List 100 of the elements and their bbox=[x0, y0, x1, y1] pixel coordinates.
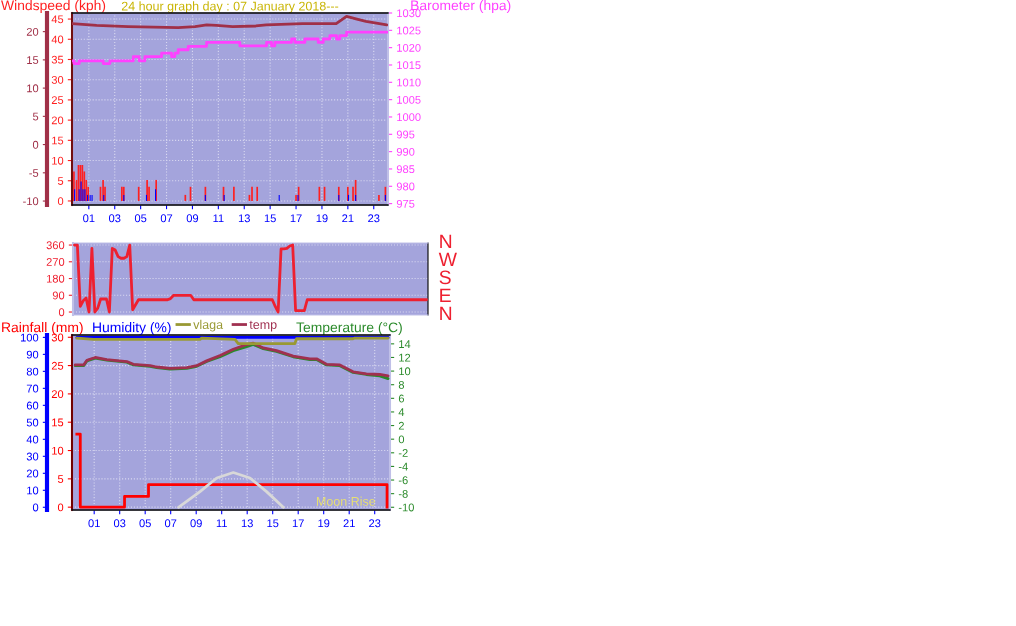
x-tick-label: 13 bbox=[241, 519, 253, 528]
x-tick-label: 01 bbox=[83, 214, 95, 223]
y3-tick-label: 100 bbox=[20, 333, 39, 342]
x-tick-label: 21 bbox=[342, 214, 354, 223]
y3-tick-label: 30 bbox=[26, 452, 39, 461]
y2-tick-label: -8 bbox=[398, 489, 408, 498]
y-tick-label: 5 bbox=[57, 475, 64, 483]
y2-tick-label: 980 bbox=[396, 182, 415, 191]
x-tick-label: 15 bbox=[267, 519, 279, 528]
y-tick-label: 15 bbox=[52, 136, 64, 145]
y3-tick-label: 20 bbox=[26, 27, 39, 36]
y-tick-label: 180 bbox=[46, 274, 65, 283]
y2-tick-label: 1005 bbox=[397, 95, 421, 104]
x-tick-label: 23 bbox=[369, 519, 381, 528]
y2-tick-label: 8 bbox=[398, 380, 405, 389]
y2-tick-label: -6 bbox=[398, 476, 408, 485]
y2-tick-label: 975 bbox=[396, 199, 415, 208]
y2-tick-label: 1030 bbox=[397, 9, 421, 18]
x-tick-label: 21 bbox=[343, 519, 355, 528]
y-axis-title: Windspeed (kph) bbox=[1, 0, 106, 13]
y2-tick-label: 1025 bbox=[397, 26, 421, 35]
y2-tick-label: 990 bbox=[396, 147, 415, 156]
x-tick-label: 05 bbox=[139, 519, 151, 528]
x-tick-label: 09 bbox=[190, 519, 202, 528]
x-tick-label: 19 bbox=[318, 519, 330, 528]
y2-tick-label: 6 bbox=[398, 394, 405, 403]
y2-tick-label: 1010 bbox=[397, 78, 421, 87]
line-series bbox=[177, 471, 285, 509]
x-tick-label: 19 bbox=[316, 214, 328, 223]
y-tick-label: 90 bbox=[52, 291, 65, 300]
y3-tick-label: 0 bbox=[32, 140, 39, 149]
y-tick-label: 30 bbox=[51, 333, 64, 342]
legend-label: vlaga bbox=[193, 319, 224, 332]
y-tick-label: 360 bbox=[46, 241, 65, 250]
x-tick-label: 03 bbox=[113, 519, 126, 528]
y3-tick-label: 80 bbox=[26, 367, 39, 376]
y3-tick-label: 20 bbox=[26, 469, 39, 478]
y2-tick-label: 1015 bbox=[397, 61, 421, 70]
annotation: Moon Rise bbox=[316, 496, 376, 506]
y-tick-label: 20 bbox=[51, 116, 64, 125]
text: N bbox=[440, 234, 452, 249]
y-tick-label: 15 bbox=[52, 418, 64, 427]
y2-tick-label: 10 bbox=[399, 367, 411, 376]
y-tick-label: 0 bbox=[58, 308, 65, 317]
x-tick-label: 17 bbox=[290, 214, 302, 223]
y2-tick-label: 4 bbox=[398, 408, 405, 416]
x-tick-label: 07 bbox=[164, 519, 177, 528]
y3-tick-label: 40 bbox=[26, 435, 39, 444]
x-tick-label: 15 bbox=[264, 214, 276, 223]
x-tick-label: 13 bbox=[238, 214, 250, 223]
x-tick-label: 11 bbox=[216, 519, 227, 528]
y3-tick-label: 90 bbox=[26, 350, 39, 359]
y2-tick-label: 12 bbox=[399, 353, 411, 362]
y-tick-label: 0 bbox=[57, 197, 64, 206]
text: E bbox=[440, 288, 451, 303]
y-tick-label: 10 bbox=[52, 156, 64, 165]
y3-tick-label: 15 bbox=[27, 56, 39, 65]
y3-tick-label: 0 bbox=[32, 503, 39, 512]
y2-tick-label: 14 bbox=[399, 340, 411, 348]
y3-tick-label: 60 bbox=[26, 401, 39, 410]
y-tick-label: 0 bbox=[57, 503, 64, 512]
y2-axis-title: Temperature (°C) bbox=[296, 322, 402, 335]
y-tick-label: 25 bbox=[51, 361, 64, 370]
x-tick-label: 23 bbox=[368, 214, 380, 223]
x-tick-label: 03 bbox=[108, 214, 121, 223]
y2-tick-label: 1020 bbox=[397, 43, 421, 52]
chart-title: 24 hour graph day : 07 January 2018--- bbox=[121, 1, 339, 13]
x-tick-label: 17 bbox=[292, 519, 304, 528]
y-tick-label: 40 bbox=[51, 35, 64, 44]
y-tick-label: 45 bbox=[51, 15, 64, 24]
y-tick-label: 35 bbox=[51, 55, 64, 64]
y3-tick-label: 50 bbox=[26, 418, 39, 427]
y-tick-label: 270 bbox=[46, 258, 65, 266]
y-tick-label: 30 bbox=[51, 75, 64, 84]
y3-axis-title: Humidity (%) bbox=[93, 322, 171, 335]
y2-tick-label: -4 bbox=[398, 462, 408, 471]
y3-tick-label: -10 bbox=[23, 197, 39, 206]
x-tick-label: 01 bbox=[88, 519, 100, 528]
y2-tick-label: 1000 bbox=[397, 113, 421, 122]
y-tick-label: 25 bbox=[51, 96, 64, 105]
y3-tick-label: -5 bbox=[29, 169, 39, 177]
x-tick-label: 07 bbox=[160, 214, 173, 223]
y-tick-label: 20 bbox=[51, 390, 64, 399]
x-tick-label: 11 bbox=[213, 214, 224, 223]
x-tick-label: 05 bbox=[134, 214, 147, 223]
legend-label: temp bbox=[249, 320, 277, 332]
x-tick-label: 09 bbox=[186, 214, 199, 223]
y-tick-label: 10 bbox=[52, 446, 64, 455]
y3-tick-label: 10 bbox=[27, 486, 39, 495]
y2-tick-label: -10 bbox=[398, 503, 414, 512]
text: N bbox=[440, 306, 452, 321]
y-tick-label: 5 bbox=[57, 177, 64, 185]
text: S bbox=[439, 270, 451, 285]
y3-tick-label: 70 bbox=[26, 384, 39, 393]
y2-tick-label: 985 bbox=[396, 165, 415, 174]
y2-tick-label: 995 bbox=[396, 130, 415, 139]
y2-tick-label: -2 bbox=[398, 449, 408, 457]
y3-tick-label: 10 bbox=[27, 84, 39, 93]
y2-tick-label: 2 bbox=[398, 421, 404, 430]
y3-tick-label: 5 bbox=[32, 112, 39, 121]
